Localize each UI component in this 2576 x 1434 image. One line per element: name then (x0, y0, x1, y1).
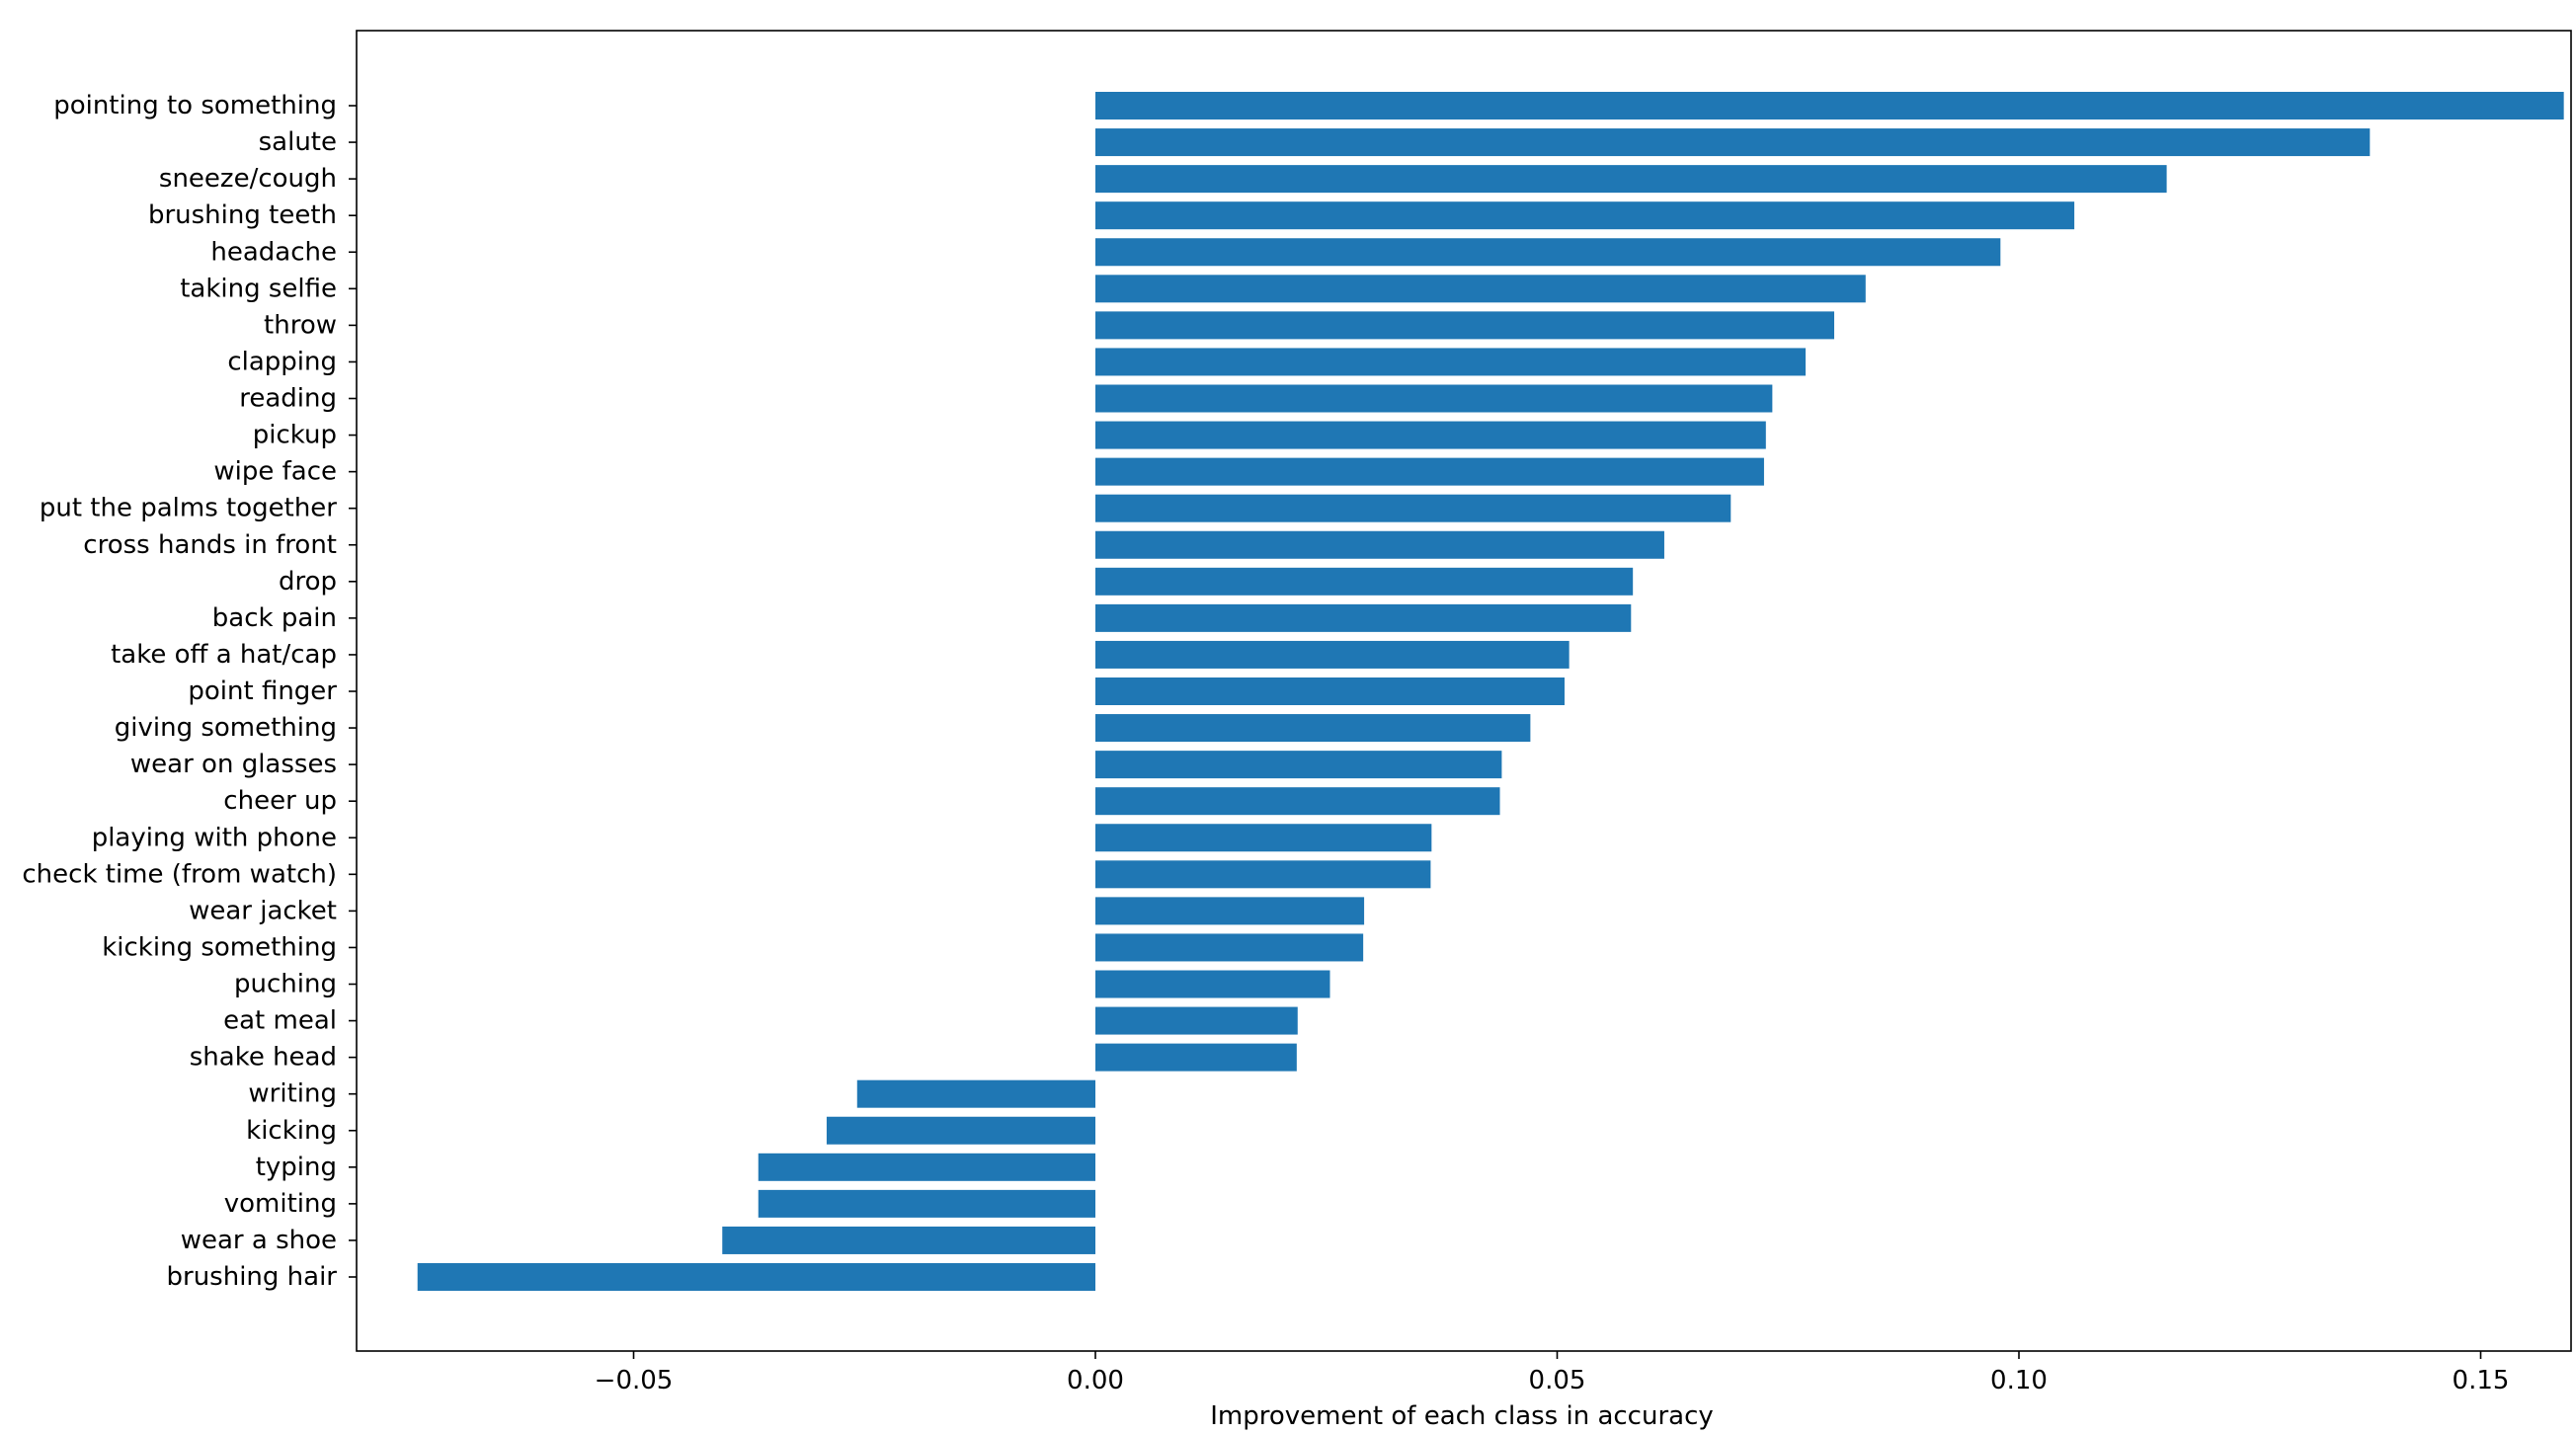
category-label: wipe face (213, 457, 337, 487)
bar (1095, 1006, 1298, 1035)
bar (1095, 714, 1531, 743)
bar (1095, 348, 1807, 376)
bars-group (417, 92, 2564, 1291)
category-label: taking selfie (180, 274, 337, 303)
bar (1095, 275, 1866, 303)
bar (1095, 530, 1664, 559)
x-axis-ticks: −0.05 0.00 0.05 0.10 0.15 (595, 1351, 2510, 1395)
category-label: kicking something (102, 932, 337, 962)
category-label: wear on glasses (130, 750, 337, 779)
bar (758, 1153, 1095, 1181)
category-label: wear jacket (189, 896, 337, 925)
bar (722, 1226, 1095, 1254)
bar (1095, 421, 1766, 449)
category-label: cross hands in front (83, 530, 337, 560)
category-label: drop (279, 567, 337, 597)
bar (1095, 311, 1834, 340)
x-tick-label: 0.15 (2453, 1366, 2510, 1395)
bar (1095, 860, 1431, 889)
category-label: pickup (253, 421, 337, 450)
category-label: salute (259, 127, 337, 157)
bar (1095, 640, 1570, 669)
category-label: headache (210, 237, 337, 267)
category-label: vomiting (224, 1189, 337, 1219)
bar (1095, 494, 1731, 522)
bar (417, 1263, 1096, 1291)
bar (1095, 787, 1500, 816)
category-label: clapping (227, 347, 337, 376)
bar (1095, 92, 2564, 120)
x-tick-label: −0.05 (595, 1366, 674, 1395)
category-label: brushing teeth (148, 200, 337, 230)
category-label: sneeze/cough (159, 164, 337, 194)
bar (1095, 201, 2075, 230)
category-label: back pain (212, 603, 337, 633)
x-tick-label: 0.10 (1990, 1366, 2048, 1395)
x-axis-title: Improvement of each class in accuracy (1210, 1401, 1714, 1431)
category-label: cheer up (223, 786, 337, 816)
bar (758, 1189, 1095, 1218)
category-label: wear a shoe (181, 1226, 337, 1255)
bar (1095, 165, 2167, 194)
plot-frame (356, 30, 2572, 1352)
category-labels: pointing to something salute sneeze/cough b… (22, 91, 357, 1292)
x-tick-label: 0.00 (1067, 1366, 1124, 1395)
category-label: shake head (190, 1043, 337, 1073)
bar (1095, 603, 1632, 632)
bar (826, 1116, 1095, 1145)
bar (1095, 677, 1565, 705)
category-label: take off a hat/cap (111, 640, 337, 670)
bar (1095, 1043, 1297, 1072)
category-label: eat meal (223, 1006, 337, 1036)
category-label: brushing hair (167, 1262, 338, 1292)
category-label: pointing to something (53, 91, 337, 120)
category-label: giving something (115, 713, 337, 743)
category-label: check time (from watch) (22, 859, 337, 889)
category-label: playing with phone (92, 823, 337, 852)
category-label: writing (248, 1079, 337, 1109)
bar (1095, 933, 1364, 962)
category-label: reading (239, 384, 337, 414)
x-tick-label: 0.05 (1529, 1366, 1586, 1395)
bar (1095, 457, 1764, 486)
bar (1095, 897, 1365, 925)
bar (856, 1079, 1095, 1108)
bar (1095, 970, 1330, 998)
bar (1095, 238, 2001, 267)
category-label: throw (264, 310, 337, 340)
bar (1095, 128, 2371, 157)
category-label: kicking (246, 1116, 337, 1146)
bar (1095, 751, 1502, 779)
category-label: puching (234, 970, 337, 999)
category-label: point finger (188, 677, 337, 706)
category-label: put the palms together (40, 494, 337, 523)
bar (1095, 384, 1773, 413)
bar (1095, 567, 1634, 596)
bar (1095, 824, 1432, 852)
category-label: typing (256, 1153, 337, 1182)
